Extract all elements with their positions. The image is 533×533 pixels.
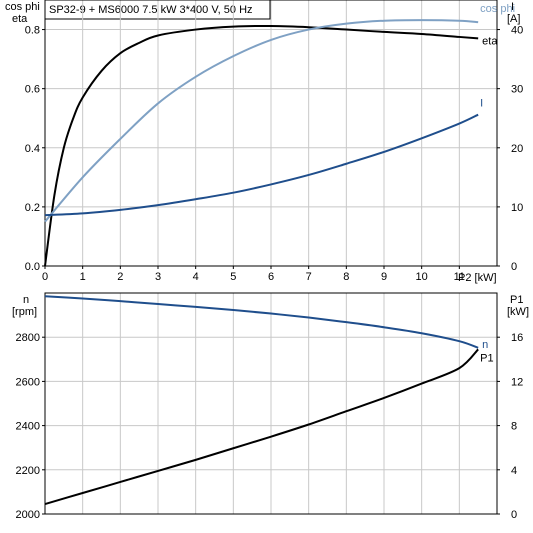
top-x-tick-label-2: 2 — [117, 271, 123, 283]
top-right-axis-label-line1: I — [511, 1, 514, 13]
bottom-right-tick-label-4: 16 — [511, 332, 523, 344]
top-x-tick-label-0: 0 — [42, 271, 48, 283]
top-right-tick-label-3: 30 — [511, 84, 523, 96]
bottom-series-label-n: n — [482, 339, 488, 351]
top-series-line-cos-phi — [44, 19, 479, 223]
top-x-tick-label-10: 10 — [416, 271, 428, 283]
top-series-line-eta — [44, 24, 479, 267]
top-left-tick-label-0: 0.0 — [25, 261, 40, 273]
top-left-tick-label-3: 0.6 — [25, 84, 40, 96]
top-left-tick-label-4: 0.8 — [25, 25, 40, 37]
x-axis-label: P2 [kW] — [458, 272, 497, 284]
top-left-axis-label-line2: eta — [12, 13, 28, 25]
bottom-left-tick-label-4: 2800 — [16, 332, 40, 344]
bottom-right-axis-label-line1: P1 — [510, 294, 523, 306]
top-x-tick-label-4: 4 — [193, 271, 199, 283]
top-series-label-cos-phi: cos phi — [480, 3, 515, 15]
bottom-left-tick-label-3: 2600 — [16, 376, 40, 388]
bottom-right-tick-label-3: 12 — [511, 376, 523, 388]
top-left-tick-label-2: 0.4 — [25, 143, 40, 155]
bottom-series-line-n — [44, 295, 479, 349]
top-right-tick-label-4: 40 — [511, 25, 523, 37]
top-x-tick-label-9: 9 — [381, 271, 387, 283]
top-left-axis-label-line1: cos phi — [5, 1, 40, 13]
bottom-series-label-p1: P1 — [480, 352, 493, 364]
bottom-right-tick-label-1: 4 — [511, 465, 517, 477]
bottom-left-tick-label-0: 2000 — [16, 509, 40, 521]
top-x-tick-label-1: 1 — [80, 271, 86, 283]
bottom-left-axis-label-line1: n — [23, 294, 29, 306]
bottom-right-tick-label-0: 0 — [511, 509, 517, 521]
top-series-label-eta: eta — [482, 35, 498, 47]
bottom-left-axis-label-line2: [rpm] — [12, 306, 37, 318]
top-left-tick-label-1: 0.2 — [25, 202, 40, 214]
bottom-right-tick-label-2: 8 — [511, 421, 517, 433]
bottom-left-tick-label-2: 2400 — [16, 421, 40, 433]
top-right-tick-label-2: 20 — [511, 143, 523, 155]
chart-title: SP32-9 + MS6000 7.5 kW 3*400 V, 50 Hz — [49, 4, 253, 16]
top-series-label-i: I — [480, 98, 483, 110]
bottom-series-line-p1 — [44, 348, 479, 506]
top-x-tick-label-11: 11 — [454, 271, 465, 283]
bottom-left-tick-label-1: 2200 — [16, 465, 40, 477]
top-x-tick-label-7: 7 — [306, 271, 312, 283]
top-panel: 0.0 0.2 0.4 0.6 0.8 0 10 20 30 40 0 1 2 3 4 5 6 7 8 9 10 11 et… — [25, 0, 523, 283]
bottom-right-axis-label-line2: [kW] — [507, 306, 529, 318]
top-right-axis-label-line2: [A] — [507, 13, 520, 25]
top-x-tick-label-8: 8 — [343, 271, 349, 283]
top-x-tick-label-6: 6 — [268, 271, 274, 283]
top-x-tick-label-5: 5 — [230, 271, 236, 283]
top-right-tick-label-1: 10 — [511, 202, 523, 214]
top-right-tick-label-0: 0 — [511, 261, 517, 273]
bottom-plot-frame — [44, 292, 498, 515]
top-series-line-i — [44, 113, 479, 217]
top-x-tick-label-3: 3 — [155, 271, 161, 283]
